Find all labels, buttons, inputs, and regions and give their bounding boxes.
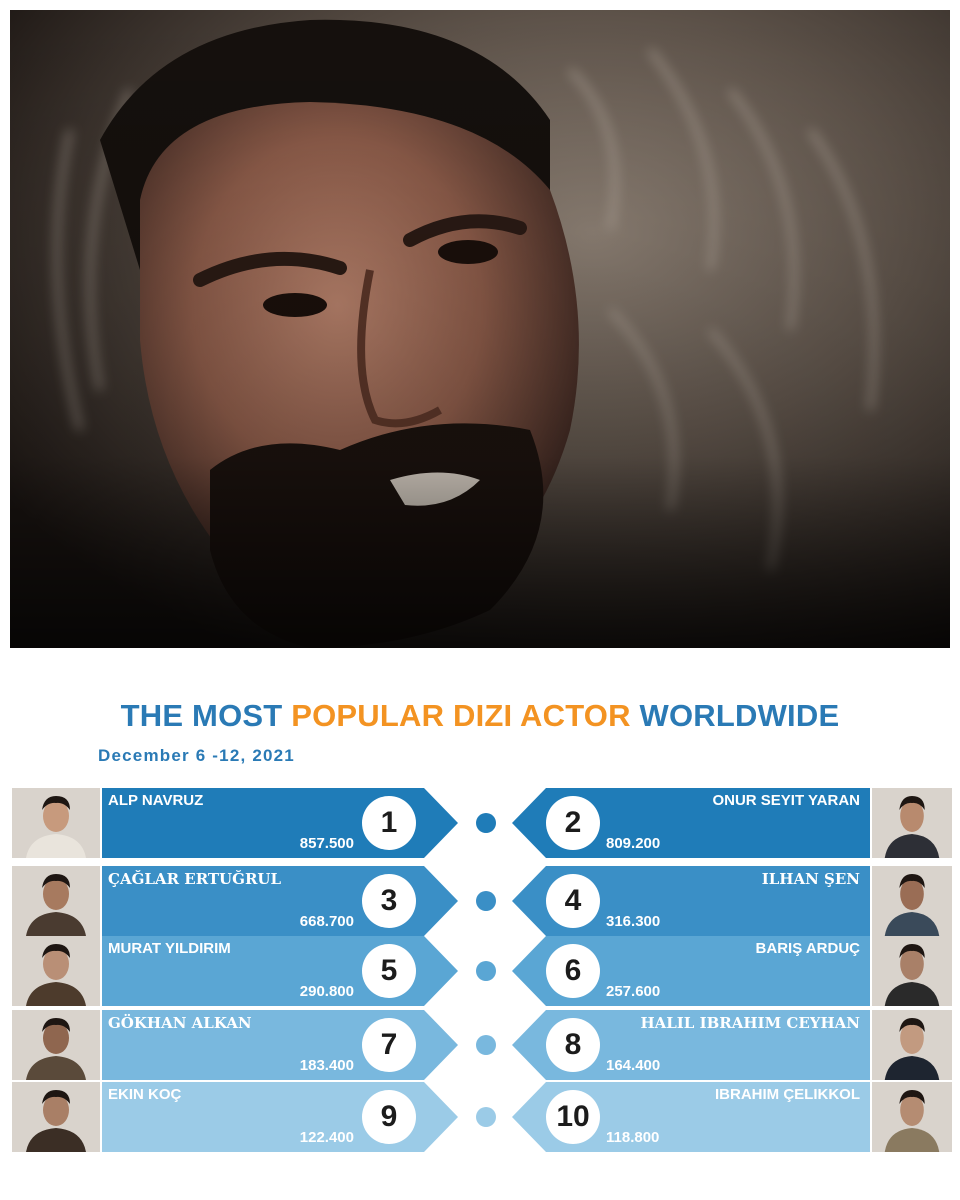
rank-number: 6	[546, 944, 600, 998]
rank-number: 8	[546, 1018, 600, 1072]
rank-number: 4	[546, 874, 600, 928]
chart-title: THE MOST POPULAR DIZI ACTOR WORLDWIDE	[0, 698, 960, 734]
ranking-row: ÇAĞLAR ERTUĞRUL 668.700 3 ILHAN ŞEN 316.300 4	[0, 866, 960, 936]
rank-number: 3	[362, 874, 416, 928]
actor-score: 857.500	[299, 835, 354, 852]
row-divider-dot	[476, 961, 496, 981]
actor-photo	[12, 788, 100, 858]
actor-name: ONUR SEYIT YARAN	[712, 792, 860, 809]
actor-photo	[12, 1082, 100, 1152]
actor-name: ALP NAVRUZ	[108, 792, 204, 809]
rank-number: 2	[546, 796, 600, 850]
rank-banner: ONUR SEYIT YARAN 809.200 2	[512, 788, 870, 858]
actor-score: 164.400	[606, 1057, 661, 1074]
actor-score: 316.300	[606, 913, 661, 930]
row-divider-dot	[476, 1035, 496, 1055]
rank-number: 9	[362, 1090, 416, 1144]
actor-score: 809.200	[606, 835, 661, 852]
actor-name: MURAT YILDIRIM	[108, 940, 231, 957]
actor-score: 668.700	[299, 913, 354, 930]
actor-photo	[872, 788, 952, 858]
rank-banner: HALIL IBRAHIM CEYHAN 164.400 8	[512, 1010, 870, 1080]
row-divider-dot	[476, 813, 496, 833]
rank-banner: BARIŞ ARDUÇ 257.600 6	[512, 936, 870, 1006]
actor-photo	[12, 866, 100, 936]
actor-score: 257.600	[606, 983, 661, 1000]
actor-score: 122.400	[299, 1129, 354, 1146]
ranking-row: EKIN KOÇ 122.400 9 IBRAHIM ÇELIKKOL 118.800 1…	[0, 1082, 960, 1152]
actor-name: BARIŞ ARDUÇ	[755, 940, 860, 957]
actor-photo	[872, 1082, 952, 1152]
actor-score: 290.800	[299, 983, 354, 1000]
actor-photo	[12, 936, 100, 1006]
actor-photo	[12, 1010, 100, 1080]
actor-photo	[872, 936, 952, 1006]
hero-portrait-image	[10, 10, 950, 648]
ranking-row: MURAT YILDIRIM 290.800 5 BARIŞ ARDUÇ 257.600…	[0, 936, 960, 1006]
title-part-3: WORLDWIDE	[639, 698, 840, 733]
actor-photo	[872, 1010, 952, 1080]
rank-banner: GÖKHAN ALKAN 183.400 7	[102, 1010, 458, 1080]
actor-name: EKIN KOÇ	[108, 1086, 182, 1103]
title-part-2: POPULAR DIZI ACTOR	[291, 698, 631, 733]
actor-score: 183.400	[299, 1057, 354, 1074]
rank-banner: ALP NAVRUZ 857.500 1	[102, 788, 458, 858]
title-part-1: THE MOST	[120, 698, 283, 733]
rank-number: 7	[362, 1018, 416, 1072]
rank-number: 5	[362, 944, 416, 998]
rank-number: 10	[546, 1090, 600, 1144]
actor-name: HALIL IBRAHIM CEYHAN	[640, 1014, 860, 1032]
actor-name: GÖKHAN ALKAN	[108, 1014, 252, 1032]
rank-banner: IBRAHIM ÇELIKKOL 118.800 10	[512, 1082, 870, 1152]
date-range: December 6 -12, 2021	[98, 746, 295, 765]
actor-name: ILHAN ŞEN	[761, 870, 860, 888]
rank-banner: EKIN KOÇ 122.400 9	[102, 1082, 458, 1152]
row-divider-dot	[476, 891, 496, 911]
ranking-row: ALP NAVRUZ 857.500 1 ONUR SEYIT YARAN 809.20…	[0, 788, 960, 858]
rank-banner: ÇAĞLAR ERTUĞRUL 668.700 3	[102, 866, 458, 936]
rank-banner: ILHAN ŞEN 316.300 4	[512, 866, 870, 936]
actor-photo	[872, 866, 952, 936]
actor-name: IBRAHIM ÇELIKKOL	[715, 1086, 860, 1103]
actor-score: 118.800	[606, 1129, 660, 1146]
hero-photo	[10, 10, 950, 648]
ranking-row: GÖKHAN ALKAN 183.400 7 HALIL IBRAHIM CEYHAN…	[0, 1010, 960, 1080]
rank-banner: MURAT YILDIRIM 290.800 5	[102, 936, 458, 1006]
row-divider-dot	[476, 1107, 496, 1127]
actor-name: ÇAĞLAR ERTUĞRUL	[108, 870, 282, 888]
rank-number: 1	[362, 796, 416, 850]
